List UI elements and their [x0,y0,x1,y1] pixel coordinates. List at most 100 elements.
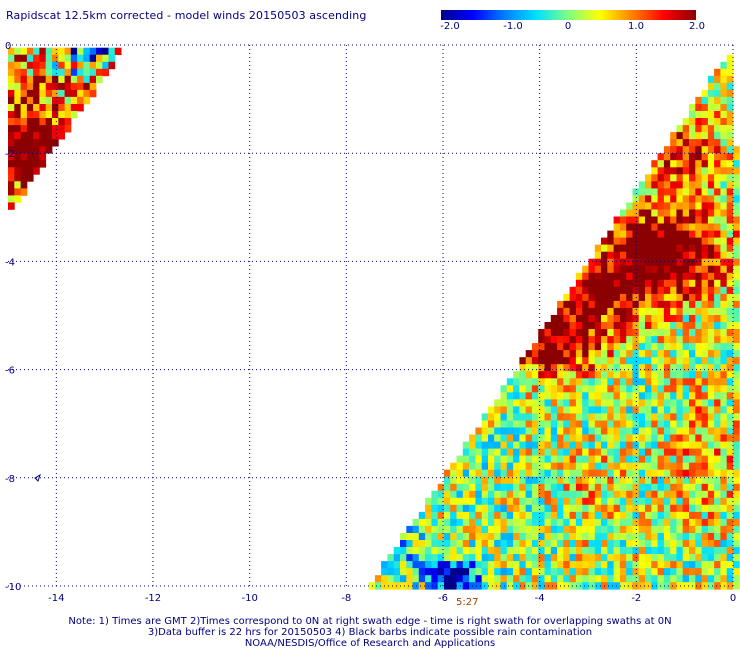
heatmap-cell [14,61,21,70]
heatmap-cell [638,307,646,316]
heatmap-cell [695,561,702,569]
heatmap-cell [632,511,640,520]
heatmap-cell [607,286,614,295]
heatmap-cell [670,174,677,182]
heatmap-cell [726,272,734,281]
heatmap-cell [720,146,728,154]
heatmap-cell [657,378,665,386]
heatmap-cell [519,490,527,499]
heatmap-cell [588,441,596,449]
heatmap-cell [563,547,570,555]
heatmap-cell [676,357,684,365]
heatmap-cell [638,336,646,344]
heatmap-cell [663,223,671,231]
heatmap-cell [613,378,621,386]
heatmap-cell [557,378,564,386]
heatmap-cell [676,293,684,302]
heatmap-cell [33,54,40,63]
heatmap-cell [494,518,501,527]
heatmap-cell [557,469,564,478]
heatmap-cell [726,209,734,217]
heatmap-cell [506,476,514,485]
heatmap-cell [487,533,495,541]
heatmap-cell [701,476,709,485]
heatmap-cell [582,497,589,506]
heatmap-cell [531,504,539,513]
heatmap-cell [626,497,633,506]
heatmap-cell [607,307,614,316]
heatmap-cell [689,561,696,569]
heatmap-cell [569,476,577,485]
heatmap-cell [575,378,583,386]
heatmap-cell [519,540,527,548]
heatmap-cell [733,504,740,513]
heatmap-cell [538,343,545,351]
heatmap-cell [456,511,464,520]
heatmap-cell [594,371,602,379]
heatmap-cell [651,406,658,414]
heatmap-cell [733,441,740,449]
heatmap-cell [720,413,728,421]
heatmap-cell [657,420,665,428]
heatmap-cell [645,561,652,569]
heatmap-cell [462,455,470,463]
heatmap-cell [14,146,21,154]
heatmap-cell [494,554,501,562]
heatmap-cell [657,265,665,274]
heatmap-cell [594,315,602,323]
heatmap-cell [707,364,715,372]
heatmap-cell [481,561,489,569]
heatmap-cell [601,575,608,583]
heatmap-cell [645,300,652,309]
heatmap-cell [689,237,696,245]
heatmap-cell [701,244,709,252]
heatmap-cell [569,469,577,478]
heatmap-cell [689,540,696,548]
heatmap-cell [701,251,709,260]
heatmap-cell [632,434,640,442]
heatmap-cell [645,315,652,323]
heatmap-cell [714,427,721,435]
heatmap-cell [494,399,501,407]
heatmap-cell [519,561,527,569]
heatmap-cell [657,441,665,449]
heatmap-cell [707,420,715,428]
heatmap-cell [519,476,527,485]
heatmap-cell [506,518,514,527]
heatmap-cell [563,329,570,337]
heatmap-cell [601,497,608,506]
heatmap-cell [481,554,489,562]
heatmap-cell [676,195,684,203]
heatmap-cell [613,455,621,463]
heatmap-cell [601,469,608,478]
heatmap-cell [645,265,652,274]
heatmap-cell [626,420,633,428]
heatmap-cell [525,554,533,562]
heatmap-cell [638,181,646,189]
heatmap-cell [720,540,728,548]
heatmap-cell [670,490,677,499]
heatmap-cell [682,525,690,534]
heatmap-cell [657,357,665,365]
heatmap-cell [431,568,439,576]
heatmap-cell [544,455,552,463]
heatmap-cell [437,547,445,555]
heatmap-cell [544,511,552,520]
heatmap-cell [638,209,646,217]
heatmap-cell [726,244,734,252]
heatmap-cell [626,202,633,210]
heatmap-cell [657,511,665,520]
heatmap-cell [720,448,728,456]
heatmap-cell [613,230,621,238]
heatmap-cell [651,265,658,274]
heatmap-cell [651,329,658,337]
heatmap-cell [557,504,564,513]
marker-symbol [34,473,41,482]
heatmap-cell [607,343,614,351]
heatmap-cell [531,371,539,379]
heatmap-cell [588,406,596,414]
heatmap-cell [582,547,589,555]
heatmap-cell [720,258,728,267]
heatmap-cell [64,82,72,91]
heatmap-cell [714,406,721,414]
